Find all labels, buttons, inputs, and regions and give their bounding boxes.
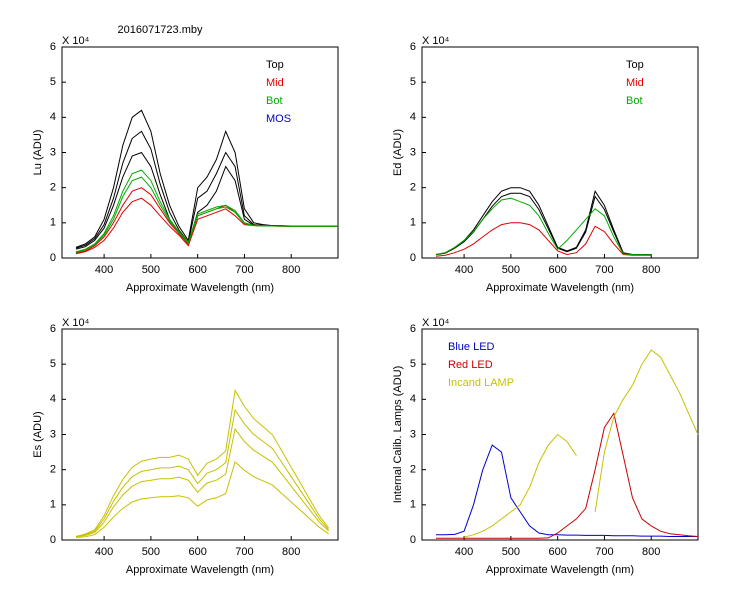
series-line (75, 408, 329, 537)
x-tick-label: 600 (188, 264, 206, 276)
y-tick-label: 4 (410, 111, 416, 123)
series-line (436, 412, 699, 539)
x-tick-label: 700 (595, 264, 613, 276)
x-tick-label: 400 (95, 546, 113, 558)
x-tick-label: 700 (235, 264, 253, 276)
y-tick-label: 5 (410, 76, 416, 88)
x-axis-label: Approximate Wavelength (nm) (486, 282, 634, 294)
x-axis-label: Approximate Wavelength (nm) (126, 564, 274, 576)
x-tick-label: 800 (642, 264, 660, 276)
series-line (75, 151, 338, 250)
legend-entry: Bot (266, 95, 283, 107)
axis-multiplier: X 10⁴ (62, 317, 90, 329)
y-tick-label: 5 (50, 358, 56, 370)
y-tick-label: 5 (50, 76, 56, 88)
legend-entry: Top (626, 59, 644, 71)
x-tick-label: 500 (502, 546, 520, 558)
series-line (436, 444, 698, 537)
y-tick-label: 2 (50, 464, 56, 476)
series-line (75, 187, 338, 254)
series-line (75, 109, 338, 248)
legend-entry: Red LED (448, 359, 493, 371)
x-tick-label: 400 (95, 264, 113, 276)
series-line (435, 222, 652, 257)
legend-entry: Bot (626, 95, 643, 107)
legend-entry: Blue LED (448, 341, 495, 353)
y-tick-label: 1 (50, 499, 56, 511)
y-tick-label: 0 (410, 534, 416, 546)
y-tick-label: 4 (50, 111, 56, 123)
y-tick-label: 5 (410, 358, 416, 370)
x-tick-label: 600 (548, 264, 566, 276)
y-tick-label: 0 (50, 534, 56, 546)
x-axis-label: Approximate Wavelength (nm) (486, 564, 634, 576)
chart-title: 2016071723.mby (117, 24, 203, 36)
series-line (75, 428, 329, 538)
series-line (75, 169, 338, 253)
x-tick-label: 800 (642, 546, 660, 558)
series-line (463, 349, 699, 538)
legend-entry: Top (266, 59, 284, 71)
y-tick-label: 3 (410, 428, 416, 440)
y-tick-label: 0 (410, 252, 416, 264)
x-tick-label: 800 (282, 264, 300, 276)
legend-entry: Incand LAMP (448, 377, 514, 389)
x-tick-label: 700 (595, 546, 613, 558)
series-line (75, 460, 329, 538)
series-line (75, 130, 338, 249)
y-tick-label: 4 (410, 393, 416, 405)
x-tick-label: 500 (502, 264, 520, 276)
y-axis-label: Internal Calib. Lamps (ADU) (392, 366, 404, 504)
y-tick-label: 3 (50, 428, 56, 440)
x-tick-label: 500 (142, 546, 160, 558)
series-line (75, 176, 338, 253)
y-tick-label: 1 (410, 217, 416, 229)
x-tick-label: 500 (142, 264, 160, 276)
legend-entry: Mid (626, 77, 644, 89)
legend-entry: Mid (266, 77, 284, 89)
x-tick-label: 600 (188, 546, 206, 558)
series-line (75, 389, 329, 537)
y-axis-label: Ed (ADU) (392, 129, 404, 176)
y-tick-label: 2 (50, 182, 56, 194)
y-tick-label: 6 (410, 323, 416, 335)
axis-multiplier: X 10⁴ (422, 317, 450, 329)
series-line (435, 187, 652, 255)
x-tick-label: 600 (548, 546, 566, 558)
axis-multiplier: X 10⁴ (62, 35, 90, 47)
x-axis-label: Approximate Wavelength (nm) (126, 282, 274, 294)
y-tick-label: 6 (50, 41, 56, 53)
y-tick-label: 1 (50, 217, 56, 229)
y-tick-label: 6 (50, 323, 56, 335)
axis-multiplier: X 10⁴ (422, 35, 450, 47)
x-tick-label: 800 (282, 546, 300, 558)
x-tick-label: 700 (235, 546, 253, 558)
y-tick-label: 0 (50, 252, 56, 264)
y-tick-label: 3 (50, 146, 56, 158)
y-tick-label: 4 (50, 393, 56, 405)
y-tick-label: 3 (410, 146, 416, 158)
y-tick-label: 2 (410, 182, 416, 194)
y-tick-label: 6 (410, 41, 416, 53)
y-axis-label: Lu (ADU) (32, 130, 44, 176)
x-tick-label: 400 (455, 264, 473, 276)
plot-frame (421, 46, 699, 259)
y-axis-label: Es (ADU) (32, 411, 44, 457)
x-tick-label: 400 (455, 546, 473, 558)
plot-frame (61, 328, 339, 541)
y-tick-label: 2 (410, 464, 416, 476)
legend-entry: MOS (266, 113, 291, 125)
y-tick-label: 1 (410, 499, 416, 511)
series-line (435, 197, 652, 256)
